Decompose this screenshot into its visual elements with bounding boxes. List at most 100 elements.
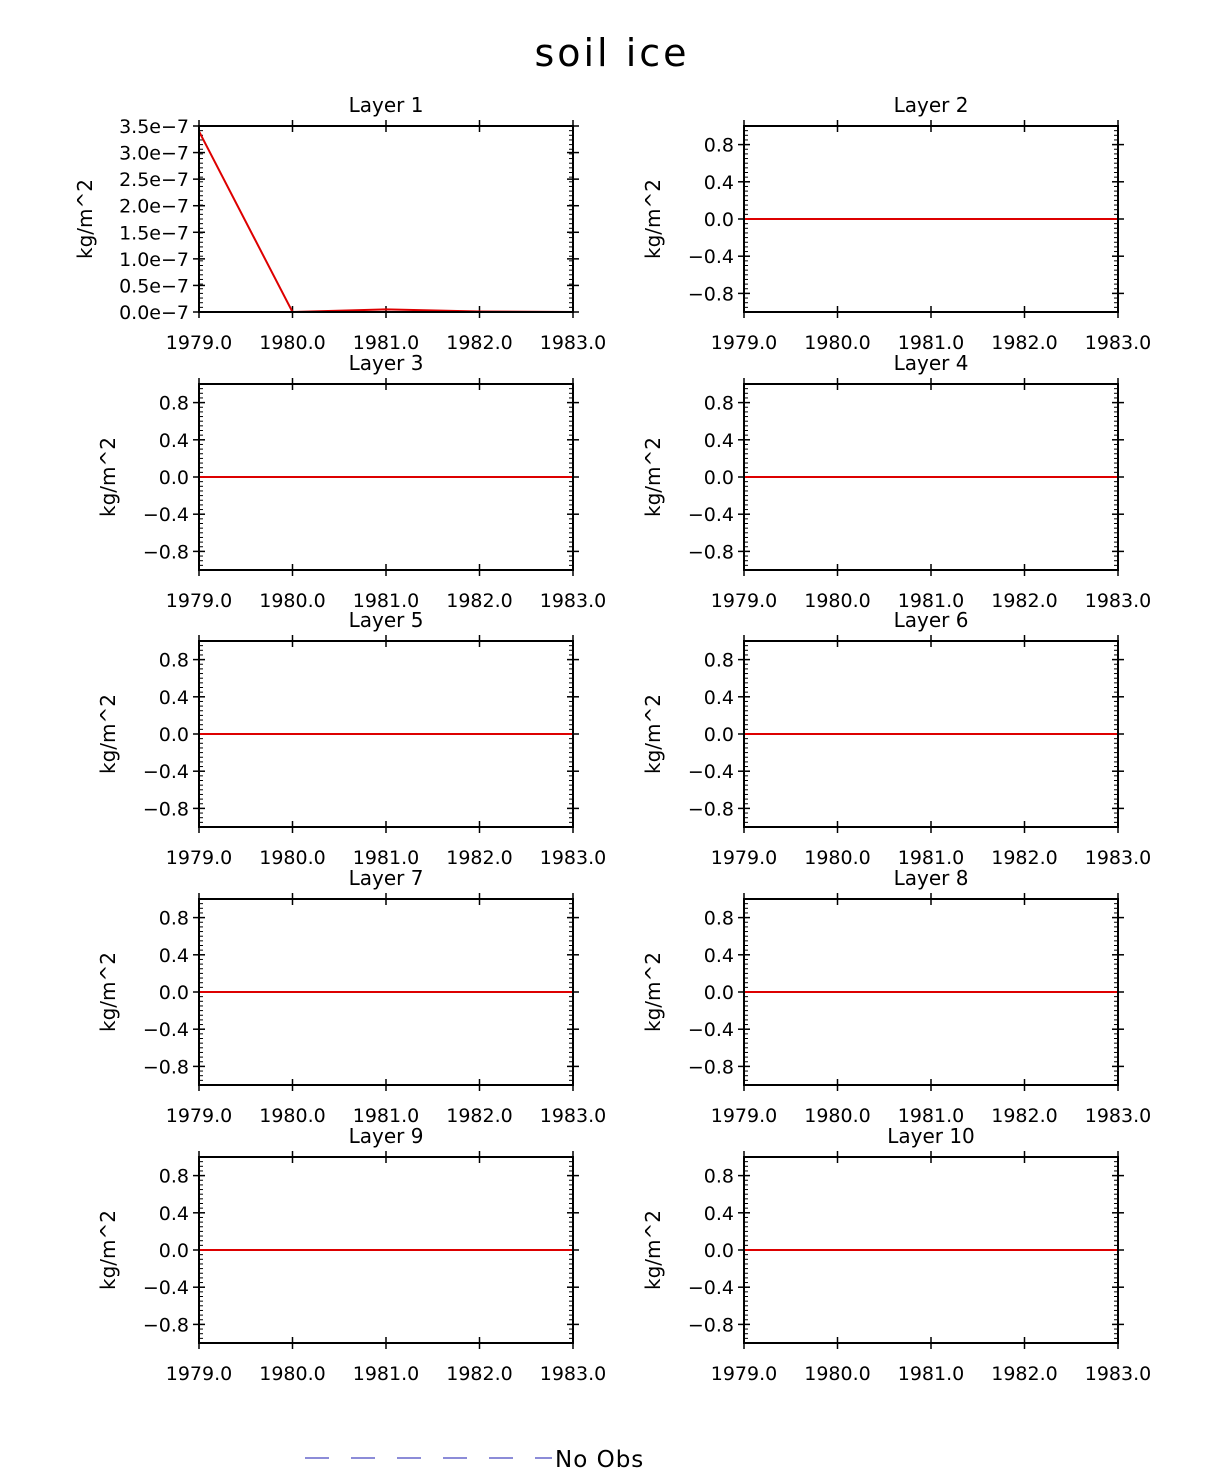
figure-title: soil ice <box>534 31 689 75</box>
y-tick-label: −0.8 <box>688 541 734 563</box>
x-tick-label: 1981.0 <box>898 1363 964 1385</box>
y-axis-label: kg/m^2 <box>641 179 665 259</box>
series-line-1 <box>198 130 574 314</box>
x-tick-label: 1982.0 <box>446 332 512 354</box>
x-tick-label: 1982.0 <box>991 590 1057 612</box>
plot-frame <box>198 898 574 1086</box>
x-tick-label: 1982.0 <box>446 1363 512 1385</box>
x-tick-label: 1983.0 <box>540 1363 606 1385</box>
x-tick-label: 1983.0 <box>540 847 606 869</box>
y-tick-label: 2.5e−7 <box>119 169 189 191</box>
x-tick-label: 1980.0 <box>804 1363 870 1385</box>
x-tick-label: 1983.0 <box>1085 1363 1151 1385</box>
panel-1: 1979.0 1980.0 1981.0 1982.0 1983.0 0.0e−7 0.5e… <box>73 93 606 354</box>
x-tick-label: 1981.0 <box>898 1105 964 1127</box>
x-tick-label: 1983.0 <box>1085 332 1151 354</box>
panel-title: Layer 8 <box>894 866 969 890</box>
x-tick-label: 1979.0 <box>711 1363 777 1385</box>
panel-7: 1979.0 1980.0 1981.0 1982.0 1983.0 0.8 0.4 0.0 −… <box>96 866 606 1127</box>
panel-8: 1979.0 1980.0 1981.0 1982.0 1983.0 0.8 0.4 0.0 −… <box>641 866 1151 1127</box>
y-tick-label: −0.8 <box>688 283 734 305</box>
x-tick-label: 1980.0 <box>259 1105 325 1127</box>
x-tick-label: 1981.0 <box>353 847 419 869</box>
panel-title: Layer 9 <box>349 1124 424 1148</box>
panel-title: Layer 6 <box>894 608 969 632</box>
x-tick-label: 1979.0 <box>166 590 232 612</box>
panel-title: Layer 5 <box>349 608 424 632</box>
panel-title: Layer 10 <box>887 1124 975 1148</box>
plot-frame <box>743 640 1119 828</box>
x-tick-label: 1981.0 <box>353 1105 419 1127</box>
y-axis-label: kg/m^2 <box>96 437 120 517</box>
y-tick-label: 0.8 <box>704 650 734 672</box>
x-tick-label: 1981.0 <box>898 332 964 354</box>
y-tick-label: 0.4 <box>159 687 189 709</box>
y-tick-label: −0.4 <box>688 246 734 268</box>
y-axis-label: kg/m^2 <box>641 437 665 517</box>
x-tick-label: 1979.0 <box>166 1105 232 1127</box>
y-tick-label: −0.4 <box>143 1277 189 1299</box>
x-tick-label: 1979.0 <box>166 332 232 354</box>
y-tick-label: −0.4 <box>688 504 734 526</box>
y-tick-label: 1.0e−7 <box>119 249 189 271</box>
y-axis-label: kg/m^2 <box>73 179 97 259</box>
x-tick-label: 1979.0 <box>166 1363 232 1385</box>
y-tick-label: −0.8 <box>143 1056 189 1078</box>
y-tick-label: −0.8 <box>688 798 734 820</box>
y-tick-label: −0.8 <box>143 541 189 563</box>
x-tick-label: 1979.0 <box>711 1105 777 1127</box>
y-tick-label: 0.0 <box>704 1240 734 1262</box>
x-tick-label: 1982.0 <box>446 847 512 869</box>
y-tick-label: 0.0 <box>159 467 189 489</box>
panel-6: 1979.0 1980.0 1981.0 1982.0 1983.0 0.8 0.4 0.0 −… <box>641 608 1151 869</box>
panel-10: 1979.0 1980.0 1981.0 1982.0 1983.0 0.8 0.4 0.0 −… <box>641 1124 1151 1385</box>
x-tick-label: 1981.0 <box>353 590 419 612</box>
x-tick-label: 1981.0 <box>353 332 419 354</box>
y-tick-label: 0.4 <box>159 945 189 967</box>
y-tick-label: 0.0 <box>159 982 189 1004</box>
panel-3: 1979.0 1980.0 1981.0 1982.0 1983.0 0.8 0.4 0.0 −… <box>96 351 606 612</box>
legend: No Obs <box>305 1447 643 1468</box>
panel-title: Layer 7 <box>349 866 424 890</box>
x-tick-label: 1983.0 <box>540 590 606 612</box>
plot-frame <box>743 1156 1119 1344</box>
y-tick-label: −0.4 <box>688 761 734 783</box>
x-tick-label: 1982.0 <box>991 1363 1057 1385</box>
y-tick-label: 3.5e−7 <box>119 116 189 138</box>
x-tick-label: 1980.0 <box>804 590 870 612</box>
x-tick-label: 1983.0 <box>540 332 606 354</box>
y-axis-label: kg/m^2 <box>96 1210 120 1290</box>
y-tick-label: 0.5e−7 <box>119 275 189 297</box>
y-tick-label: 0.4 <box>704 172 734 194</box>
x-tick-label: 1983.0 <box>540 1105 606 1127</box>
y-tick-label: −0.4 <box>688 1277 734 1299</box>
x-tick-label: 1982.0 <box>446 590 512 612</box>
x-tick-label: 1981.0 <box>353 1363 419 1385</box>
y-tick-label: 0.0 <box>159 1240 189 1262</box>
panel-9: 1979.0 1980.0 1981.0 1982.0 1983.0 0.8 0.4 0.0 −… <box>96 1124 606 1385</box>
y-tick-label: 0.4 <box>159 1203 189 1225</box>
y-tick-label: 1.5e−7 <box>119 222 189 244</box>
panel-5: 1979.0 1980.0 1981.0 1982.0 1983.0 0.8 0.4 0.0 −… <box>96 608 606 869</box>
x-tick-label: 1983.0 <box>1085 1105 1151 1127</box>
y-tick-label: 0.8 <box>159 1166 189 1188</box>
plot-frame <box>198 1156 574 1344</box>
x-tick-label: 1981.0 <box>898 847 964 869</box>
y-tick-label: 3.0e−7 <box>119 143 189 165</box>
y-axis-label: kg/m^2 <box>641 952 665 1032</box>
y-tick-label: 0.8 <box>159 650 189 672</box>
y-tick-label: 0.4 <box>704 1203 734 1225</box>
panel-2: 1979.0 1980.0 1981.0 1982.0 1983.0 0.8 0.4 0.0 −… <box>641 93 1151 354</box>
panel-title: Layer 3 <box>349 351 424 375</box>
y-tick-label: 0.8 <box>159 908 189 930</box>
y-tick-label: 0.4 <box>704 430 734 452</box>
x-tick-label: 1980.0 <box>259 590 325 612</box>
plot-frame <box>743 898 1119 1086</box>
y-tick-label: 0.0e−7 <box>119 302 189 324</box>
x-tick-label: 1980.0 <box>804 1105 870 1127</box>
y-tick-label: 0.8 <box>159 393 189 415</box>
x-tick-label: 1982.0 <box>991 1105 1057 1127</box>
y-tick-label: 0.4 <box>704 687 734 709</box>
y-tick-label: 0.0 <box>159 724 189 746</box>
y-axis-label: kg/m^2 <box>96 952 120 1032</box>
